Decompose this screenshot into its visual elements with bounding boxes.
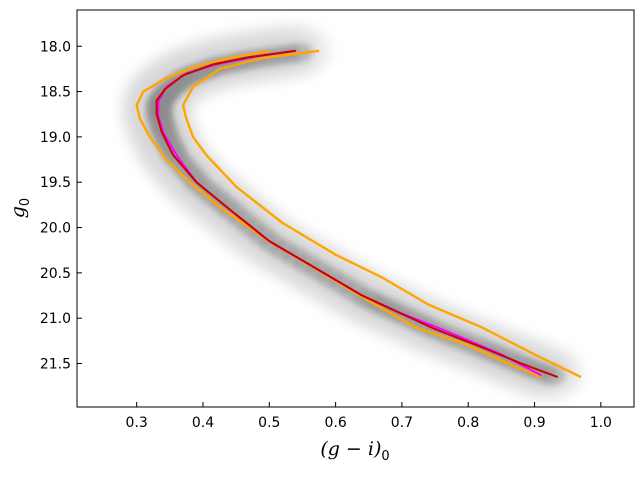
x-tick-label: 0.8 — [457, 415, 479, 431]
y-tick-label: 19.5 — [40, 175, 71, 191]
y-tick-label: 18.0 — [40, 39, 71, 55]
x-tick-label: 0.4 — [192, 415, 214, 431]
y-tick-label: 21.5 — [40, 356, 71, 372]
x-tick-label: 0.6 — [324, 415, 346, 431]
y-tick-label: 19.0 — [40, 130, 71, 146]
y-tick-label: 20.5 — [40, 266, 71, 282]
y-tick-label: 21.0 — [40, 311, 71, 327]
x-tick-label: 0.3 — [126, 415, 148, 431]
series-line-1 — [181, 49, 582, 379]
plot-frame — [76, 9, 635, 408]
x-tick-label: 0.7 — [391, 415, 413, 431]
x-tick-label: 1.0 — [590, 415, 612, 431]
series-layer — [135, 49, 582, 379]
y-tick-label: 20.0 — [40, 221, 71, 237]
y-axis: 18.0 18.5 19.0 19.5 20.0 20.5 21.0 21.5 — [40, 39, 82, 372]
x-axis-title: (g − i)0 — [320, 438, 389, 464]
y-axis-title: g0 — [7, 198, 33, 218]
series-line-3 — [155, 49, 559, 379]
x-tick-label: 0.9 — [523, 415, 545, 431]
series-line-0 — [135, 49, 542, 379]
y-tick-label: 18.5 — [40, 85, 71, 101]
x-axis: 0.3 0.4 0.5 0.6 0.7 0.8 0.9 1.0 — [126, 402, 612, 431]
x-tick-label: 0.5 — [258, 415, 280, 431]
